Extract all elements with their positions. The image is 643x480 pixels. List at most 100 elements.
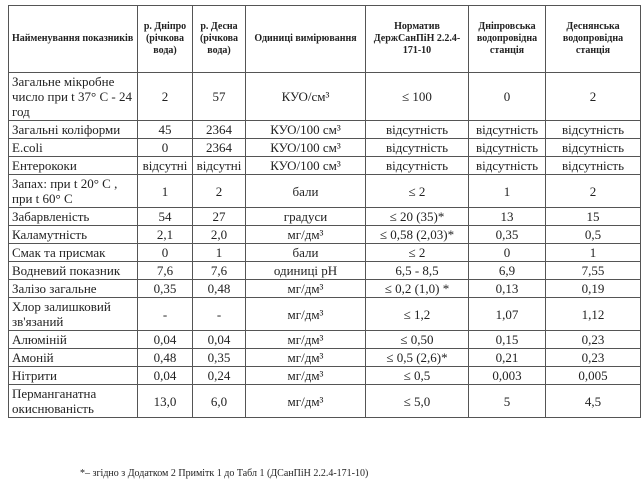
value-cell: 7,55 — [545, 261, 641, 280]
indicator-cell: Хлор залишковий зв'язаний — [8, 297, 138, 331]
value-cell: ≤ 20 (35)* — [365, 207, 469, 226]
value-cell: 57 — [192, 72, 246, 121]
value-cell: відсутність — [468, 138, 546, 157]
value-cell: 2 — [137, 72, 193, 121]
indicator-cell: E.coli — [8, 138, 138, 157]
value-cell: одиниці pH — [245, 261, 366, 280]
value-cell: відсутність — [545, 156, 641, 175]
value-cell: 6,9 — [468, 261, 546, 280]
value-cell: 2 — [545, 174, 641, 208]
value-cell: 54 — [137, 207, 193, 226]
footnote: *– згідно з Додатком 2 Примітк 1 до Табл… — [80, 468, 369, 479]
value-cell: 45 — [137, 120, 193, 139]
value-cell: 0,35 — [137, 279, 193, 298]
header-cell: Одиниці вимірювання — [245, 5, 366, 73]
value-cell: 0,24 — [192, 366, 246, 385]
value-cell: ≤ 0,5 (2,6)* — [365, 348, 469, 367]
value-cell: КУО/100 см³ — [245, 120, 366, 139]
value-cell: 0,04 — [137, 366, 193, 385]
value-cell: 0 — [137, 243, 193, 262]
value-cell: 1 — [468, 174, 546, 208]
value-cell: 1,12 — [545, 297, 641, 331]
value-cell: 2364 — [192, 120, 246, 139]
value-cell: 0,35 — [192, 348, 246, 367]
value-cell: 4,5 — [545, 384, 641, 418]
value-cell: 0,04 — [192, 330, 246, 349]
indicator-cell: Алюміній — [8, 330, 138, 349]
value-cell: ≤ 0,2 (1,0) * — [365, 279, 469, 298]
value-cell: мг/дм³ — [245, 279, 366, 298]
value-cell: відсутність — [468, 120, 546, 139]
value-cell: бали — [245, 174, 366, 208]
value-cell: 6,0 — [192, 384, 246, 418]
table-row: Хлор залишковий зв'язаний - - мг/дм³ ≤ 1,2 1,… — [8, 297, 641, 331]
header-cell: Найменування показників — [8, 5, 138, 73]
value-cell: 0,23 — [545, 330, 641, 349]
value-cell: відсутність — [468, 156, 546, 175]
indicator-cell: Загальні коліформи — [8, 120, 138, 139]
value-cell: мг/дм³ — [245, 384, 366, 418]
indicator-cell: Загальне мікробне число при t 37° С - 24… — [8, 72, 138, 121]
value-cell: КУО/100 см³ — [245, 156, 366, 175]
value-cell: 0,21 — [468, 348, 546, 367]
value-cell: 0,04 — [137, 330, 193, 349]
value-cell: відсутність — [365, 138, 469, 157]
value-cell: відсутність — [545, 120, 641, 139]
value-cell: ≤ 2 — [365, 243, 469, 262]
value-cell: ≤ 0,58 (2,03)* — [365, 225, 469, 244]
indicator-cell: Забарвленість — [8, 207, 138, 226]
value-cell: 0,13 — [468, 279, 546, 298]
value-cell: 0,15 — [468, 330, 546, 349]
value-cell: відсутність — [365, 156, 469, 175]
value-cell: - — [192, 297, 246, 331]
value-cell: 27 — [192, 207, 246, 226]
value-cell: ≤ 5,0 — [365, 384, 469, 418]
indicator-cell: Смак та присмак — [8, 243, 138, 262]
value-cell: 0 — [468, 72, 546, 121]
value-cell: 2,1 — [137, 225, 193, 244]
value-cell: 13 — [468, 207, 546, 226]
value-cell: 1 — [137, 174, 193, 208]
value-cell: 0 — [468, 243, 546, 262]
value-cell: 0,5 — [545, 225, 641, 244]
header-cell: Норматив ДержСанПіН 2.2.4-171-10 — [365, 5, 469, 73]
table-row: Загальне мікробне число при t 37° С - 24… — [8, 72, 641, 121]
value-cell: 2,0 — [192, 225, 246, 244]
table-row: Алюміній 0,04 0,04 мг/дм³ ≤ 0,50 0,15 0,23 — [8, 330, 641, 349]
header-row: Найменування показників р. Дніпро (річков… — [8, 5, 641, 73]
header-cell: Деснянська водопровідна станція — [545, 5, 641, 73]
value-cell: 0,23 — [545, 348, 641, 367]
value-cell: 0,005 — [545, 366, 641, 385]
indicator-cell: Ентерококи — [8, 156, 138, 175]
value-cell: 0,003 — [468, 366, 546, 385]
indicator-cell: Каламутність — [8, 225, 138, 244]
value-cell: 7,6 — [137, 261, 193, 280]
indicator-cell: Залізо загальне — [8, 279, 138, 298]
indicator-cell: Водневий показник — [8, 261, 138, 280]
value-cell: мг/дм³ — [245, 297, 366, 331]
value-cell: ≤ 100 — [365, 72, 469, 121]
value-cell: 1 — [192, 243, 246, 262]
table-row: Перманганатна окиснюваність 13,0 6,0 мг/дм³… — [8, 384, 641, 418]
value-cell: 5 — [468, 384, 546, 418]
value-cell: ≤ 1,2 — [365, 297, 469, 331]
value-cell: 0,48 — [137, 348, 193, 367]
header-cell: р. Дніпро (річкова вода) — [137, 5, 193, 73]
value-cell: 2 — [192, 174, 246, 208]
value-cell: відсутність — [365, 120, 469, 139]
value-cell: відсутні — [137, 156, 193, 175]
value-cell: відсутність — [545, 138, 641, 157]
value-cell: 6,5 - 8,5 — [365, 261, 469, 280]
value-cell: 0,19 — [545, 279, 641, 298]
table-body: Загальне мікробне число при t 37° С - 24… — [8, 72, 641, 418]
value-cell: 7,6 — [192, 261, 246, 280]
value-cell: 2 — [545, 72, 641, 121]
table-row: Водневий показник 7,6 7,6 одиниці pH 6,5 - 8… — [8, 261, 641, 280]
value-cell: ≤ 2 — [365, 174, 469, 208]
table-row: E.coli 0 2364 КУО/100 см³ відсутність відсутн… — [8, 138, 641, 157]
header-cell: р. Десна (річкова вода) — [192, 5, 246, 73]
value-cell: мг/дм³ — [245, 366, 366, 385]
header-cell: Дніпровська водопровідна станція — [468, 5, 546, 73]
